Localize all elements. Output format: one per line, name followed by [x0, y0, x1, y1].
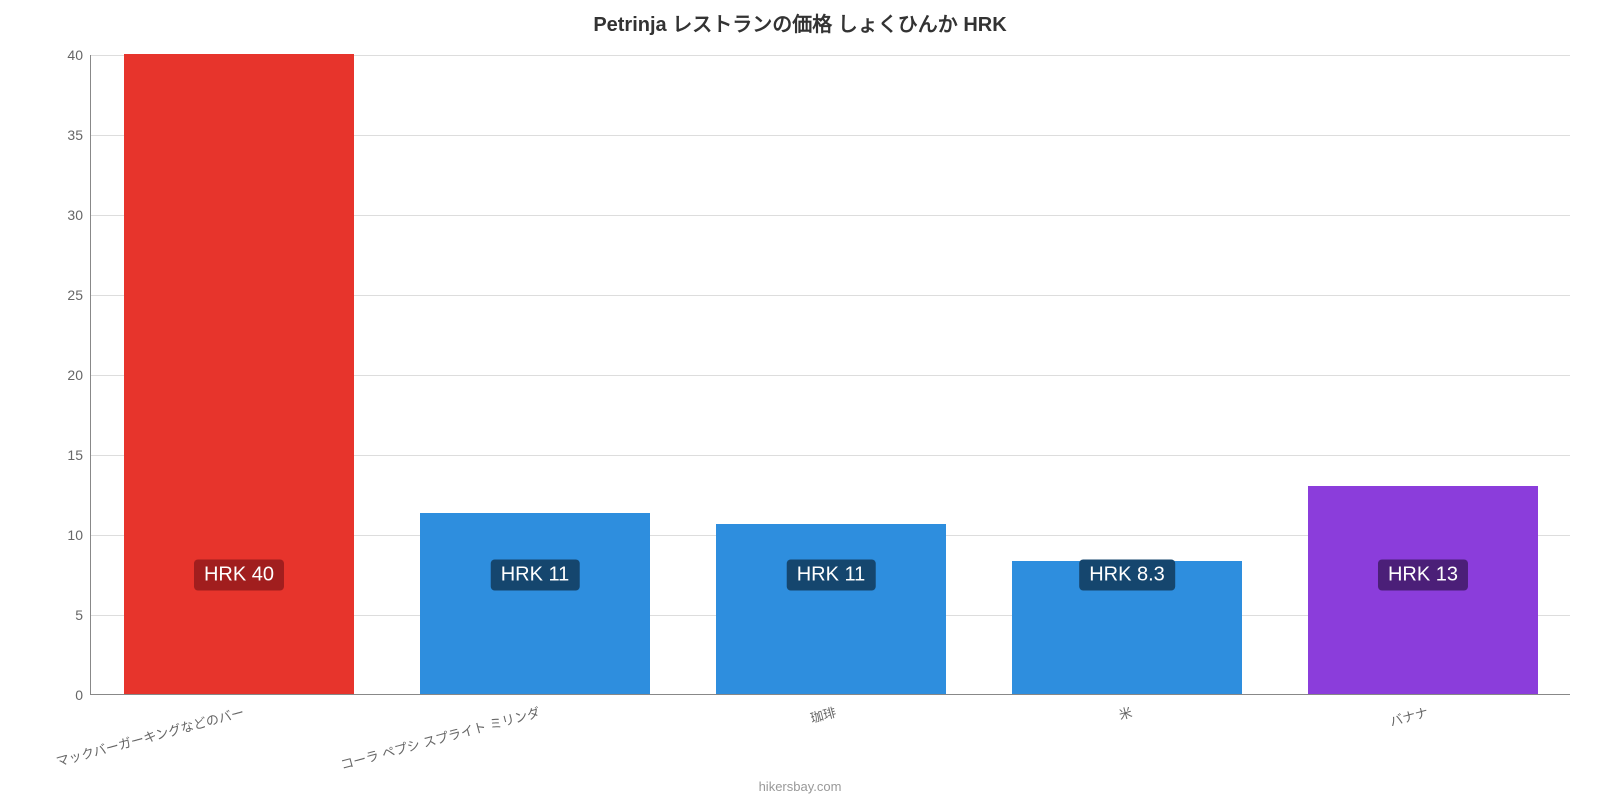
y-tick-label: 10 — [67, 527, 91, 543]
bar-value-label: HRK 11 — [787, 560, 876, 591]
y-tick-label: 5 — [75, 607, 91, 623]
y-tick-label: 15 — [67, 447, 91, 463]
credit-text: hikersbay.com — [0, 779, 1600, 794]
bar-value-label: HRK 8.3 — [1079, 560, 1175, 591]
y-tick-label: 25 — [67, 287, 91, 303]
chart-title: Petrinja レストランの価格 しょくひんか HRK — [0, 8, 1600, 37]
x-tick-label: バナナ — [1172, 694, 1430, 787]
bar-value-label: HRK 40 — [194, 560, 284, 591]
bar — [420, 513, 651, 694]
plot-area: 0510152025303540HRK 40マックバーガーキングなどのバーHRK… — [90, 55, 1570, 695]
y-tick-label: 35 — [67, 127, 91, 143]
bar-value-label: HRK 11 — [491, 560, 580, 591]
price-chart: Petrinja レストランの価格 しょくひんか HRK 05101520253… — [0, 0, 1600, 800]
x-tick-label: コーラ ペプシ スプライト ミリンダ — [284, 694, 542, 787]
y-tick-label: 30 — [67, 207, 91, 223]
bar — [124, 54, 355, 694]
y-tick-label: 0 — [75, 687, 91, 703]
x-tick-label: 珈琲 — [580, 694, 838, 787]
y-tick-label: 20 — [67, 367, 91, 383]
x-tick-label: マックバーガーキングなどのバー — [0, 694, 246, 787]
bar — [716, 524, 947, 694]
x-tick-label: 米 — [876, 694, 1134, 787]
bar-value-label: HRK 13 — [1378, 560, 1468, 591]
y-tick-label: 40 — [67, 47, 91, 63]
